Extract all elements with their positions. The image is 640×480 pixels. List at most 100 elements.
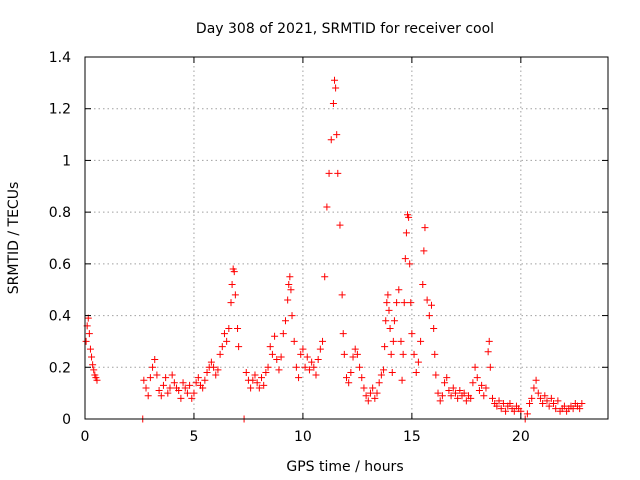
data-point xyxy=(385,306,393,314)
data-point xyxy=(253,379,261,387)
data-point xyxy=(460,389,468,397)
data-point xyxy=(177,394,185,402)
data-point xyxy=(284,296,292,304)
data-point xyxy=(414,358,422,366)
data-point xyxy=(351,345,359,353)
data-point xyxy=(485,337,493,345)
data-point xyxy=(227,299,235,307)
data-point xyxy=(349,353,357,361)
y-tick-label: 0.8 xyxy=(49,205,71,221)
data-point xyxy=(275,366,283,374)
data-point xyxy=(510,407,518,415)
data-point xyxy=(327,136,335,144)
data-point xyxy=(331,76,339,84)
y-tick-label: 1.4 xyxy=(49,50,71,66)
data-point xyxy=(420,247,428,255)
data-point xyxy=(339,330,347,338)
data-point xyxy=(532,376,540,384)
data-point xyxy=(90,366,98,374)
data-point xyxy=(321,273,329,281)
data-point xyxy=(319,337,327,345)
data-point xyxy=(489,394,497,402)
x-tick-label: 20 xyxy=(512,429,530,445)
data-point xyxy=(451,389,459,397)
data-point xyxy=(397,337,405,345)
data-point xyxy=(140,376,148,384)
data-point xyxy=(299,345,307,353)
data-point xyxy=(308,358,316,366)
data-point xyxy=(405,213,413,221)
data-point xyxy=(201,376,209,384)
data-point xyxy=(286,273,294,281)
data-point xyxy=(475,387,483,395)
data-point xyxy=(290,337,298,345)
data-point xyxy=(407,299,415,307)
data-point xyxy=(88,353,96,361)
x-tick-label: 0 xyxy=(81,429,90,445)
grid-lines xyxy=(85,57,608,419)
data-point xyxy=(164,389,172,397)
data-point xyxy=(369,384,377,392)
data-point xyxy=(262,368,270,376)
data-point xyxy=(225,325,233,332)
data-point xyxy=(159,381,167,389)
data-point xyxy=(181,384,189,392)
data-point xyxy=(386,325,394,332)
data-point xyxy=(445,387,453,395)
data-point xyxy=(333,131,341,139)
data-point xyxy=(266,343,274,351)
data-point xyxy=(408,330,416,338)
data-point xyxy=(305,366,313,374)
data-point xyxy=(310,363,318,371)
data-point xyxy=(398,376,406,384)
data-point xyxy=(499,399,507,407)
data-point xyxy=(86,345,94,353)
data-point xyxy=(170,379,178,387)
data-point xyxy=(406,260,414,268)
data-point xyxy=(441,379,449,387)
data-point xyxy=(153,371,161,379)
data-point xyxy=(323,203,331,211)
data-point xyxy=(389,337,397,345)
data-point xyxy=(220,330,228,338)
x-tick-label: 5 xyxy=(189,429,198,445)
chart-title: Day 308 of 2021, SRMTID for receiver coo… xyxy=(196,21,494,37)
data-point xyxy=(353,350,361,358)
data-point xyxy=(438,392,446,400)
data-point xyxy=(523,410,531,418)
data-point xyxy=(142,384,150,392)
data-point xyxy=(216,350,224,358)
data-point xyxy=(190,389,198,397)
data-point xyxy=(375,379,383,387)
data-point xyxy=(381,343,389,351)
y-axis-label: SRMTID / TECUs xyxy=(6,182,22,295)
data-point xyxy=(345,379,353,387)
data-point xyxy=(295,374,303,382)
data-point xyxy=(231,291,239,299)
data-point xyxy=(223,337,231,345)
data-point xyxy=(478,381,486,389)
data-point xyxy=(454,394,462,402)
data-point xyxy=(493,402,501,410)
data-point xyxy=(382,317,390,325)
data-point xyxy=(506,399,514,407)
data-point xyxy=(427,301,435,309)
data-point xyxy=(425,312,433,320)
data-point xyxy=(316,345,324,353)
data-point xyxy=(380,366,388,374)
plot-frame xyxy=(84,56,609,420)
data-point xyxy=(340,350,348,358)
data-point xyxy=(168,371,176,379)
data-point xyxy=(279,330,287,338)
data-point xyxy=(338,291,346,299)
data-point xyxy=(395,286,403,294)
data-point xyxy=(281,317,289,325)
data-point xyxy=(356,363,364,371)
data-point xyxy=(264,363,272,371)
data-point xyxy=(402,229,410,237)
data-point xyxy=(366,389,374,397)
data-point xyxy=(199,384,207,392)
data-point xyxy=(249,376,257,384)
data-point xyxy=(456,387,464,395)
